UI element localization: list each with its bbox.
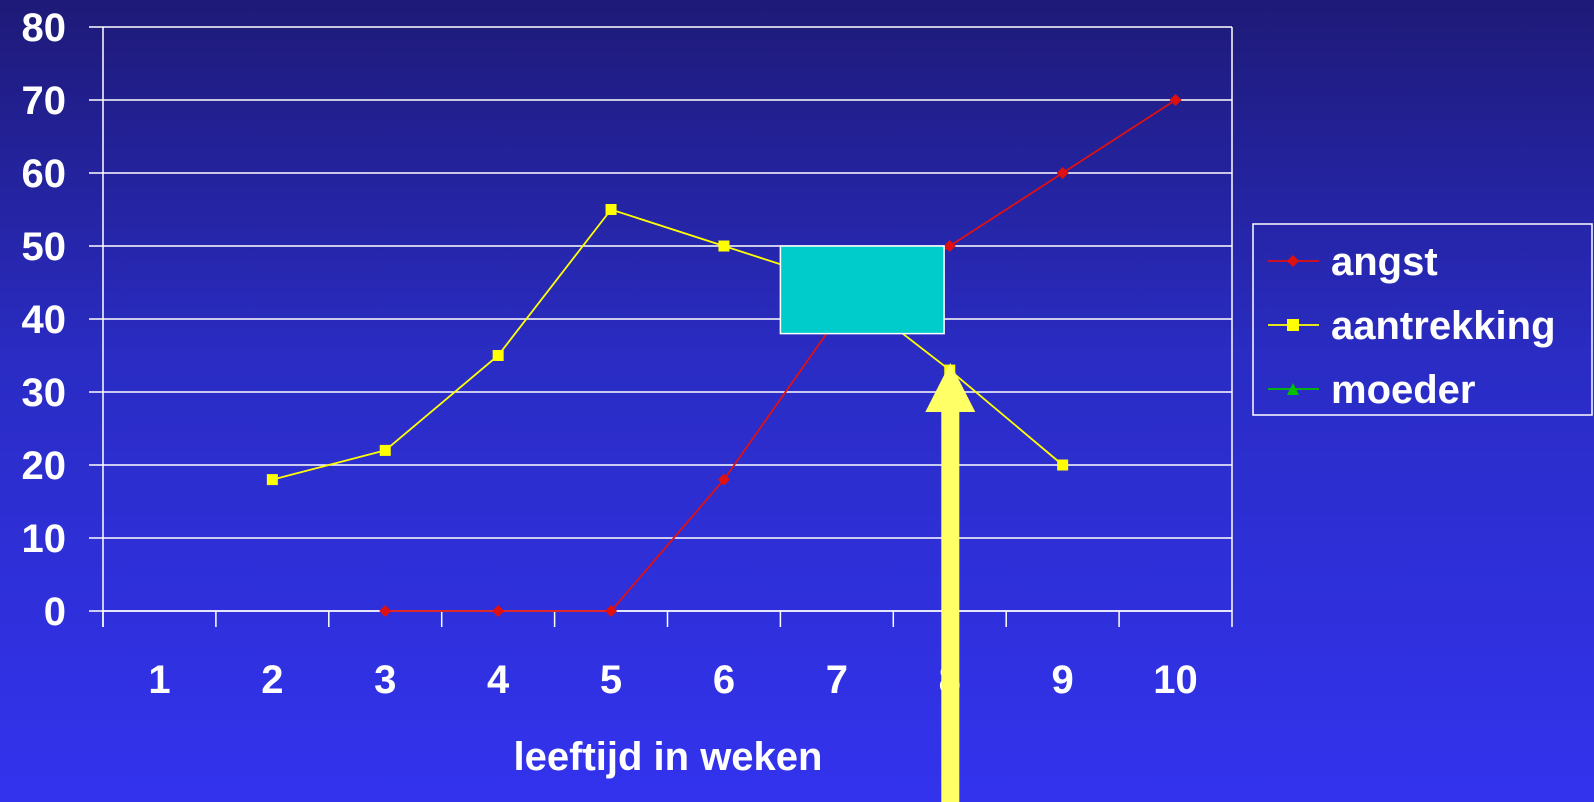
data-point-angst [944,240,956,252]
y-tick-label: 30 [22,371,67,415]
highlight-box [780,246,944,334]
legend-label-aantrekking: aantrekking [1331,304,1556,348]
data-point-aantrekking [380,445,391,456]
legend-label-moeder: moeder [1331,368,1476,412]
arrow-shaft [941,405,959,802]
data-point-aantrekking [493,350,504,361]
data-point-angst [379,605,391,617]
gridlines [103,27,1232,611]
y-tick-label: 10 [22,517,67,561]
arrow-head [925,363,975,412]
x-tick-label: 10 [1153,658,1198,702]
y-tick-label: 20 [22,444,67,488]
x-tick-label: 1 [148,658,170,702]
x-tick-label: 3 [374,658,396,702]
data-point-angst [492,605,504,617]
x-tick-label: 6 [713,658,735,702]
legend-marker-angst [1287,255,1299,267]
series-line-angst [385,100,1175,611]
legend: angst aantrekking moeder [1253,224,1592,415]
x-tick-label: 7 [826,658,848,702]
axes: 0102030405060708012345678910 [22,6,1233,702]
data-point-aantrekking [267,474,278,485]
annotations [780,246,975,802]
x-tick-label: 5 [600,658,622,702]
y-tick-label: 0 [44,590,66,634]
data-point-angst [1057,167,1069,179]
y-tick-label: 40 [22,298,67,342]
x-tick-label: 2 [261,658,283,702]
data-point-angst [1170,94,1182,106]
legend-marker-aantrekking [1287,319,1299,331]
data-point-aantrekking [1057,460,1068,471]
x-tick-label: 9 [1052,658,1074,702]
y-tick-label: 70 [22,79,67,123]
y-tick-label: 50 [22,225,67,269]
data-point-aantrekking [718,241,729,252]
x-axis-title: leeftijd in weken [514,735,823,779]
legend-label-angst: angst [1331,240,1438,284]
y-tick-label: 60 [22,152,67,196]
x-tick-label: 4 [487,658,510,702]
y-tick-label: 80 [22,6,67,50]
data-point-aantrekking [606,204,617,215]
